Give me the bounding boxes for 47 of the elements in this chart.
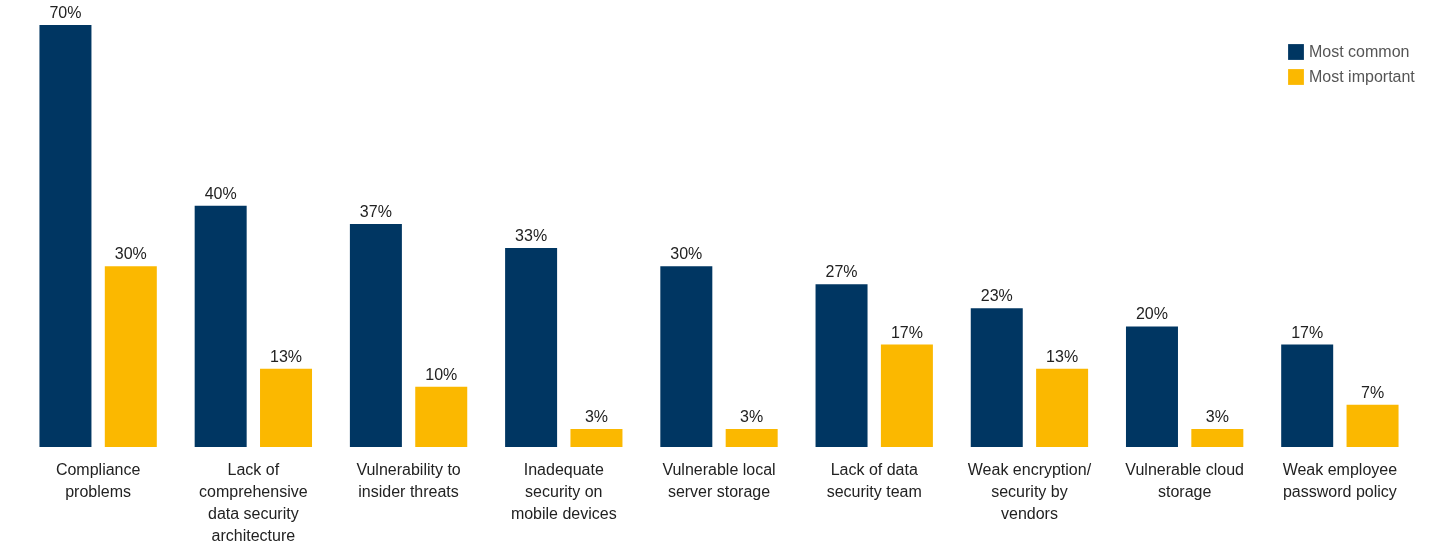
bar	[1346, 404, 1399, 447]
data-label: 20%	[1135, 305, 1168, 323]
data-label: 13%	[270, 347, 303, 365]
data-label: 3%	[1205, 407, 1229, 425]
bar	[1191, 428, 1244, 447]
data-label: 30%	[670, 245, 703, 263]
bar	[970, 308, 1023, 447]
x-tick-label: Weak encryption/ security by vendors	[967, 460, 1092, 522]
x-tick-label: Lack of comprehensive data security architecture	[199, 460, 308, 544]
legend-label: Most common	[1309, 43, 1410, 60]
bar	[660, 266, 713, 447]
bar	[880, 344, 933, 447]
x-tick-label: Vulnerable local server storage	[662, 460, 776, 500]
data-label: 17%	[1291, 323, 1324, 341]
data-label: 37%	[359, 202, 392, 220]
data-label: 27%	[825, 263, 858, 281]
bar	[1281, 344, 1334, 447]
bar	[725, 428, 778, 447]
data-label: 3%	[584, 407, 609, 425]
data-label: 40%	[204, 184, 237, 202]
x-tick-label: Vulnerable cloud storage	[1125, 460, 1244, 500]
bar	[39, 25, 92, 447]
data-label: 70%	[49, 4, 82, 21]
data-label: 3%	[740, 407, 764, 425]
bar	[1125, 326, 1178, 447]
x-tick-label: Weak employee password policy	[1282, 460, 1398, 500]
bar	[260, 368, 313, 447]
x-tick-label: Lack of data security team	[826, 460, 922, 500]
data-label: 7%	[1360, 383, 1385, 401]
bar	[349, 223, 402, 447]
data-label: 13%	[1046, 347, 1079, 365]
x-tick-label: Inadequate security on mobile devices	[510, 460, 617, 522]
bar	[415, 386, 468, 447]
bar	[815, 284, 868, 447]
data-label: 10%	[425, 365, 458, 383]
x-tick-label: Compliance problems	[55, 460, 141, 500]
data-label: 23%	[980, 287, 1013, 305]
data-label: 33%	[515, 227, 548, 245]
bar	[1036, 368, 1089, 447]
bar	[505, 248, 558, 447]
legend-label: Most important	[1309, 68, 1416, 85]
bar	[570, 428, 623, 447]
x-tick-label: Vulnerability to insider threats	[356, 460, 461, 500]
data-label: 30%	[114, 245, 147, 263]
bar	[104, 266, 157, 447]
bar	[194, 205, 247, 447]
data-label: 17%	[890, 323, 923, 341]
